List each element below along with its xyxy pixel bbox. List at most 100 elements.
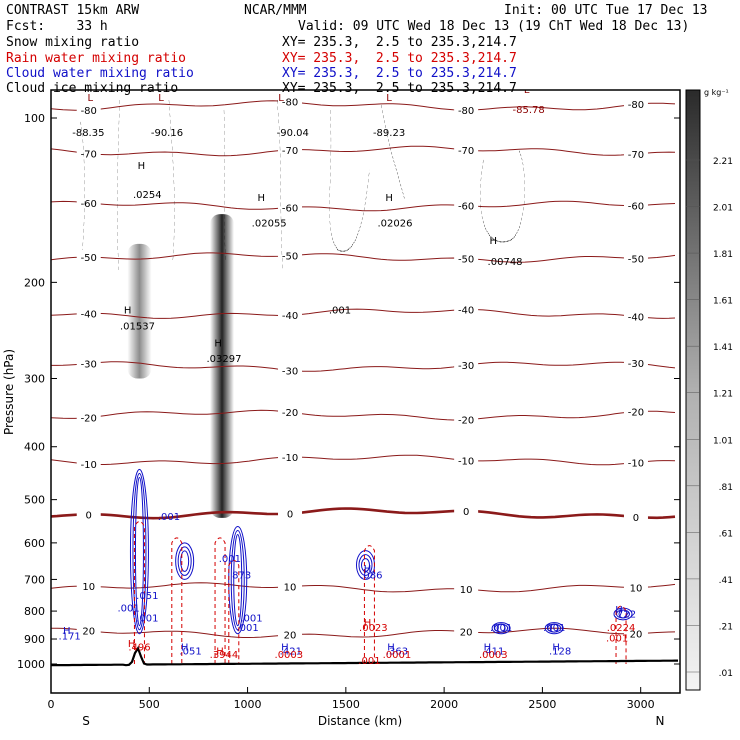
valid-time: Valid: 09 UTC Wed 18 Dec 13 (19 ChT Wed …	[298, 19, 690, 34]
isotherm-label--30-1: -30	[282, 366, 298, 377]
org-label: NCAR/MMM	[244, 3, 307, 18]
cloud-water-contour-4-2	[496, 623, 506, 633]
legend-cloud-water-label: Cloud water mixing ratio	[6, 66, 194, 81]
annotation-16: H	[490, 236, 498, 247]
annotation-46: .363	[386, 647, 408, 658]
annotation-12: H	[258, 193, 266, 204]
isotherm-label--10-3: -10	[628, 458, 644, 469]
isotherm-label--10-2: -10	[458, 456, 474, 467]
x-tick-label-2500: 2500	[528, 698, 556, 711]
plot-frame	[50, 89, 681, 694]
y-tick-label-400: 400	[24, 441, 45, 454]
isotherm-label--40-2: -40	[458, 306, 474, 317]
annotation-39: H	[552, 643, 560, 654]
isotherm-label--10-1: -10	[282, 453, 298, 464]
annotation-22: .001	[329, 305, 351, 316]
annotation-24: .001	[219, 554, 241, 565]
isotherm-label-20-0: 20	[82, 627, 95, 638]
legend-snow-label: Snow mixing ratio	[6, 35, 140, 50]
legend-cloud-water-xy: XY= 235.3, 2.5 to 235.3,214.7	[282, 66, 517, 81]
y-tick-label-300: 300	[24, 373, 45, 386]
isotherm-label-0-2: 0	[463, 507, 469, 518]
annotation-3: -90.16	[151, 128, 183, 139]
isotherm-label--60-1: -60	[282, 204, 298, 215]
annotation-60: .001	[358, 656, 380, 667]
isotherm--80	[51, 100, 676, 111]
y-tick-label-700: 700	[24, 573, 45, 586]
rain-contour-2	[214, 537, 226, 664]
isotherm-label--10-0: -10	[81, 460, 97, 471]
annotation-2: L	[158, 93, 164, 104]
annotation-23: .001	[158, 512, 180, 523]
annotation-44: .421	[280, 647, 302, 658]
annotation-50: .496	[128, 643, 150, 654]
y-tick-label-200: 200	[24, 276, 45, 289]
snow-column-0	[127, 243, 152, 379]
annotation-36: .001	[543, 623, 565, 634]
isotherm-10	[51, 582, 676, 593]
annotation-54: .0001	[383, 650, 412, 661]
annotation-0: L	[88, 93, 94, 104]
y-tick-label-100: 100	[24, 112, 45, 125]
colorbar-scale	[685, 89, 701, 691]
isotherm-label--30-0: -30	[81, 359, 97, 370]
annotation-47: H	[484, 643, 492, 654]
isotherm-label-10-0: 10	[82, 582, 95, 593]
annotation-35: .001	[490, 623, 512, 634]
y-tick-label-1000: 1000	[17, 658, 45, 671]
y-tick-label-500: 500	[24, 494, 45, 507]
annotation-6: L	[386, 93, 392, 104]
x-tick-label-1500: 1500	[332, 698, 360, 711]
isotherm-label--60-3: -60	[628, 202, 644, 213]
legend-cloud-ice-label: Cloud ice mixing ratio	[6, 81, 179, 96]
annotation-57: .0023	[359, 623, 388, 634]
cloud-water-contour-3-2	[361, 558, 370, 572]
isotherm--40	[51, 308, 676, 319]
x-tick-label-2000: 2000	[430, 698, 458, 711]
terrain-line	[51, 645, 678, 667]
colorbar-tick-6: 1.21	[713, 390, 733, 400]
isotherm-label--50-0: -50	[81, 253, 97, 264]
annotation-4: L	[278, 93, 284, 104]
annotation-26: .051	[136, 591, 158, 602]
annotation-5: -90.04	[277, 128, 309, 139]
isotherm-label-0-3: 0	[633, 513, 639, 524]
cloud-water-contour-1-2	[233, 534, 243, 627]
model-title: CONTRAST 15km ARW	[6, 3, 140, 18]
annotation-1: -88.35	[72, 128, 104, 139]
isotherm-label--20-1: -20	[282, 408, 298, 419]
x-axis-right-end: N	[656, 714, 665, 728]
cloud-water-contour-0-1	[132, 472, 147, 631]
colorbar-tick-1: .21	[719, 622, 733, 632]
colorbar-tick-11: 2.21	[713, 157, 733, 167]
isotherm--30	[51, 361, 676, 372]
isotherm-label-20-3: 20	[630, 630, 643, 641]
annotation-45: H	[387, 643, 395, 654]
annotation-25: 873	[232, 571, 251, 582]
isotherm-label--80-0: -80	[81, 106, 97, 117]
isotherm-label--30-3: -30	[628, 359, 644, 370]
annotation-31: H	[364, 564, 372, 575]
x-tick-label-1000: 1000	[234, 698, 262, 711]
isotherm-label--50-3: -50	[628, 254, 644, 265]
colorbar-tick-9: 1.81	[713, 250, 733, 260]
x-axis-title: Distance (km)	[318, 714, 402, 728]
cloud-water-contour-5-2	[549, 623, 559, 633]
annotation-33: H	[63, 626, 71, 637]
snow-column-1	[210, 214, 235, 518]
cloud-water-contour-2-0	[175, 542, 195, 580]
isotherm-label--60-0: -60	[81, 199, 97, 210]
annotation-52: .3944	[210, 650, 239, 661]
colorbar-tick-2: .41	[719, 576, 733, 586]
annotation-13: .02055	[252, 218, 287, 229]
x-tick-label-500: 500	[139, 698, 160, 711]
isotherm-label-20-1: 20	[284, 631, 297, 642]
annotation-20: H	[214, 338, 222, 349]
isotherm-label--70-1: -70	[282, 146, 298, 157]
legend-snow-xy: XY= 235.3, 2.5 to 235.3,214.7	[282, 35, 517, 50]
isotherm-20	[51, 627, 676, 638]
y-tick-label-900: 900	[24, 633, 45, 646]
annotation-34: .171	[59, 631, 81, 642]
rain-contour-1	[171, 537, 183, 664]
cloud-water-contour-0-2	[134, 476, 144, 627]
